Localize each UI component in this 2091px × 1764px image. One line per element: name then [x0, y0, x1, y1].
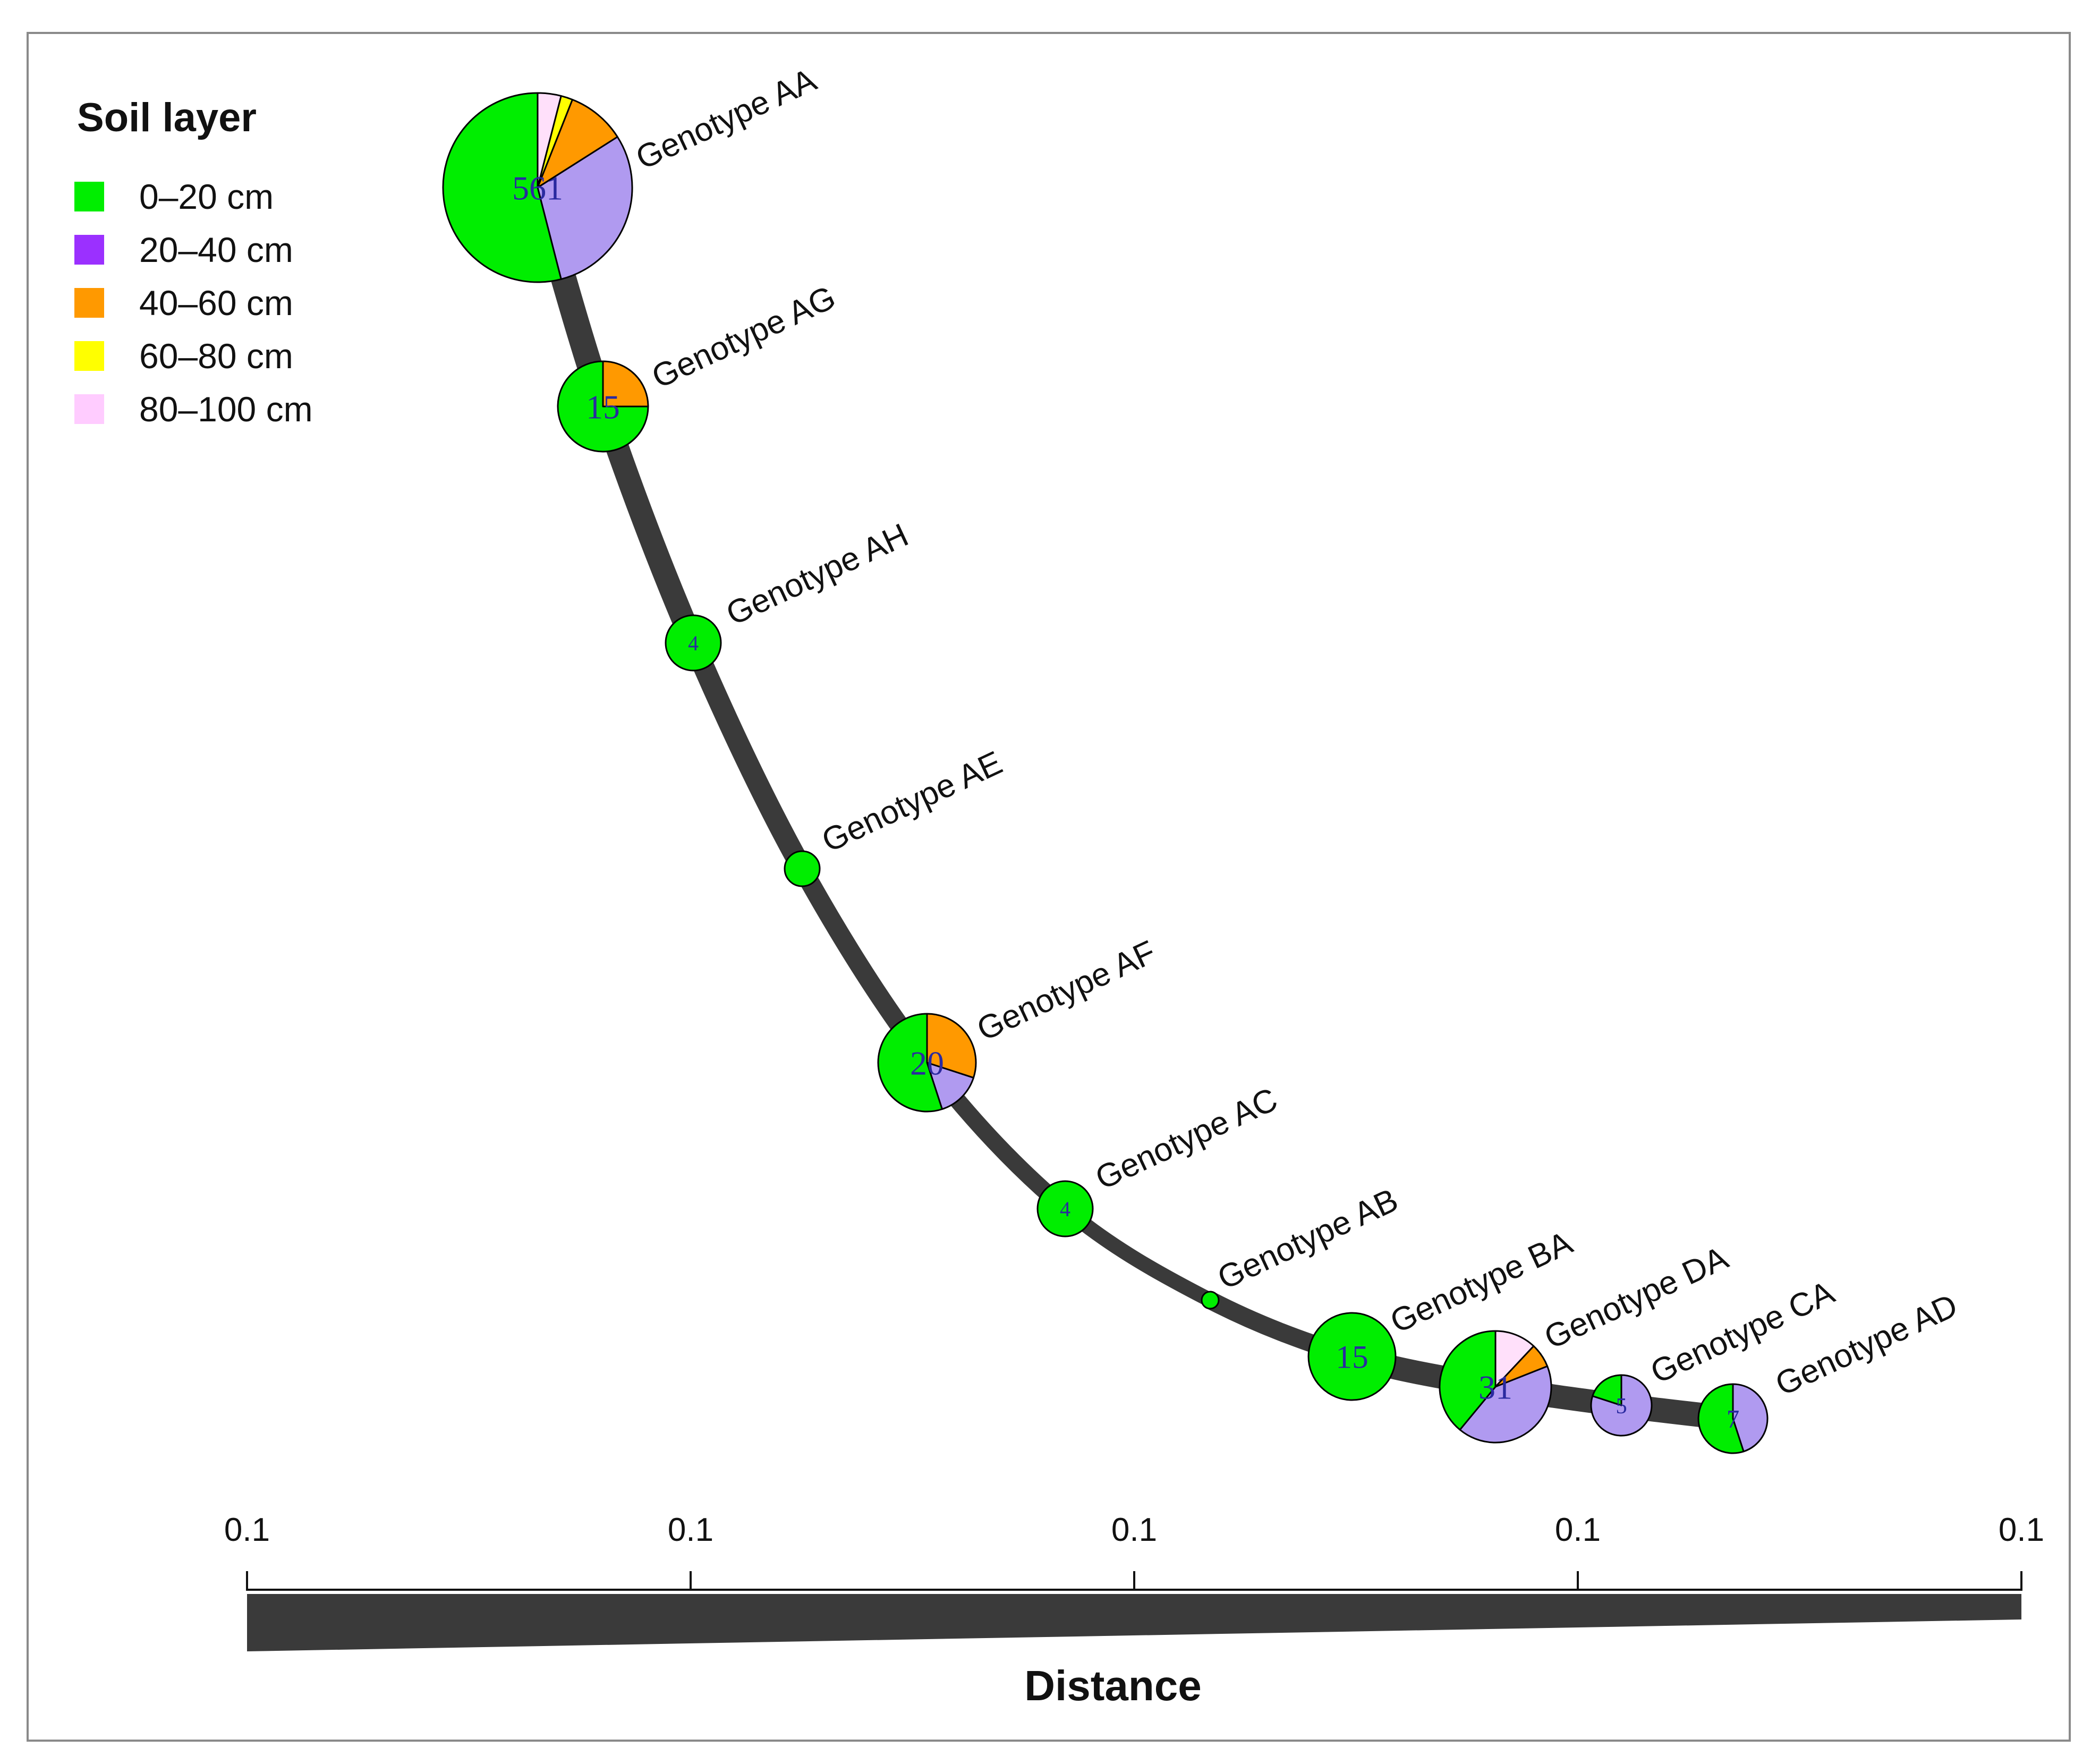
pie-slice: [1307, 1312, 1397, 1401]
legend-label-0-20: 0–20 cm: [139, 177, 274, 216]
pie-slice: [1697, 1383, 1745, 1454]
pie-slice: [602, 360, 649, 408]
pie-slice: [1592, 1374, 1622, 1406]
pie-slice: [1459, 1365, 1552, 1444]
legend-title: Soil layer: [77, 95, 257, 140]
pie-slice: [665, 614, 722, 672]
pie-slice: [537, 99, 618, 189]
pie-slice: [442, 92, 562, 283]
node-count: 31: [1478, 1368, 1512, 1406]
legend-swatch-0-20: [74, 182, 104, 211]
distance-scale: 0.1 0.1 0.1 0.1 0.1 Distance: [224, 1512, 2044, 1709]
pie-slice: [1590, 1374, 1653, 1437]
distance-axis-title: Distance: [1024, 1662, 1201, 1709]
pie-slice: [1494, 1330, 1535, 1388]
scale-tick-label-3: 0.1: [1111, 1512, 1157, 1548]
pie-slice: [557, 360, 649, 453]
scale-tick-label-5: 0.1: [1999, 1512, 2044, 1548]
legend-label-60-80: 60–80 cm: [139, 336, 293, 376]
node-count: 15: [586, 388, 620, 426]
pie-slice: [1036, 1180, 1094, 1237]
scale-tick-label-2: 0.1: [668, 1512, 713, 1548]
pie-slice: [1201, 1291, 1220, 1310]
pie-slice: [784, 850, 821, 887]
node-count: 4: [688, 631, 699, 655]
node-count: 20: [910, 1044, 944, 1082]
legend-label-40-60: 40–60 cm: [139, 283, 293, 323]
legend-swatch-40-60: [74, 288, 104, 318]
pie-slice: [1732, 1383, 1769, 1453]
node-count: 7: [1727, 1405, 1739, 1434]
pie-slice: [537, 136, 633, 280]
node-count: 5: [1616, 1394, 1627, 1419]
legend-swatch-60-80: [74, 341, 104, 371]
legend-swatch-80-100: [74, 394, 104, 424]
legend: Soil layer 0–20 cm 20–40 cm 40–60 cm 60–…: [74, 95, 313, 429]
node-count: 4: [1060, 1197, 1070, 1221]
node-count: 561: [512, 169, 563, 207]
pie-slice: [877, 1013, 943, 1113]
pie-slice: [1439, 1330, 1497, 1431]
scale-tick-label-1: 0.1: [224, 1512, 270, 1548]
scale-tick-label-4: 0.1: [1555, 1512, 1601, 1548]
legend-label-20-40: 20–40 cm: [139, 230, 293, 269]
distance-scale-wedge: [247, 1594, 2021, 1651]
node-count: 15: [1336, 1339, 1368, 1376]
figure-frame: [27, 32, 2071, 1742]
legend-label-80-100: 80–100 cm: [139, 389, 313, 429]
pie-slice: [926, 1013, 977, 1079]
network-edge: [683, 632, 813, 879]
legend-swatch-20-40: [74, 235, 104, 265]
